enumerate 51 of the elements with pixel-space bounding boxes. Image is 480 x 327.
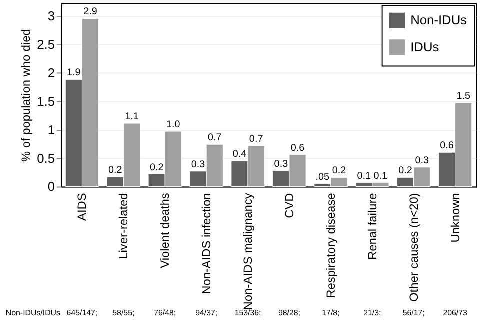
x-tick-label: Liver-related <box>116 193 131 260</box>
data-label: .05 <box>316 172 330 183</box>
data-label: 0.4 <box>232 149 248 160</box>
x-tick-label: CVD <box>282 192 296 218</box>
y-tick-label: 1 <box>48 122 56 138</box>
data-label: 0.2 <box>398 166 413 177</box>
text: 56/17; <box>402 308 425 318</box>
text: 153/36; <box>234 308 262 318</box>
text: 76/48; <box>154 308 176 318</box>
data-label: 0.1 <box>357 170 372 182</box>
y-tick-label: 1.5 <box>37 94 56 109</box>
data-label: 0.7 <box>249 134 264 145</box>
legend-label: IDUs <box>410 39 440 54</box>
data-label: 1.5 <box>456 91 471 102</box>
data-label: 0.3 <box>191 159 206 170</box>
text: 21/3; <box>364 308 382 318</box>
x-tick-label: Respiratory disease <box>324 192 338 298</box>
data-label: 0.7 <box>208 132 222 144</box>
data-label: 0.2 <box>150 162 164 174</box>
data-label: 0.6 <box>290 142 306 154</box>
text: 94/37; <box>196 308 218 318</box>
data-label: 0.1 <box>374 170 388 182</box>
data-label: 1.9 <box>67 68 82 79</box>
data-label: 0.2 <box>108 165 123 176</box>
y-tick-label: 2 <box>48 65 56 80</box>
y-tick-label: 0.5 <box>37 150 56 166</box>
x-tick-label: Renal failure <box>365 192 380 260</box>
data-label: 0.3 <box>415 155 430 166</box>
data-label: 0.6 <box>440 140 454 152</box>
x-tick-label: Other causes (n<20) <box>406 193 421 302</box>
x-tick-label: AIDS <box>75 193 90 221</box>
y-axis-title: % of population who died <box>19 29 34 162</box>
y-tick-label: 0 <box>48 179 56 194</box>
y-tick-label: 3 <box>48 8 56 24</box>
x-tick-label: Non-AIDS malignancy <box>241 193 255 310</box>
y-tick-label: 2.5 <box>37 36 56 52</box>
data-label: 2.9 <box>84 6 98 18</box>
data-label: 1.0 <box>166 120 181 131</box>
data-label: 1.1 <box>125 112 140 123</box>
x-tick-label: Non-AIDS infection <box>200 193 214 294</box>
text: 645/147; <box>66 308 98 318</box>
text: 17/8; <box>322 308 340 318</box>
x-tick-label: Violent deaths <box>158 193 172 268</box>
x-tick-label: Unknown <box>448 193 462 243</box>
text: 98/28; <box>278 308 301 318</box>
legend-label: Non-IDUs <box>410 12 468 28</box>
data-label: 0.3 <box>274 158 289 170</box>
text: 58/55; <box>112 308 135 318</box>
text: Non-IDUs/IDUs <box>6 308 61 318</box>
data-label: 0.2 <box>332 166 347 177</box>
text: 206/73 <box>443 308 468 318</box>
